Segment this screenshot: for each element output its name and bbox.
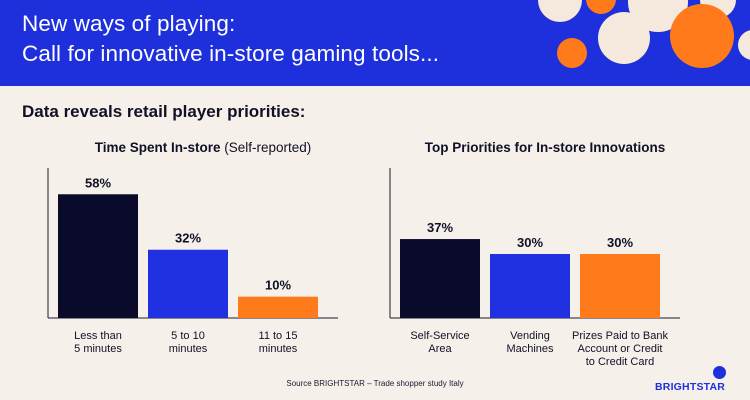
decorative-bubble <box>670 4 734 68</box>
section-subheading: Data reveals retail player priorities: <box>22 102 306 121</box>
bar <box>490 254 570 318</box>
header-banner: New ways of playing: Call for innovative… <box>0 0 750 86</box>
category-label: Prizes Paid to Bank <box>572 330 668 342</box>
category-label: Less than <box>74 330 122 342</box>
category-label: Machines <box>506 343 554 355</box>
decorative-bubble <box>557 38 587 68</box>
bar <box>400 239 480 318</box>
source-note: Source BRIGHTSTAR – Trade shopper study … <box>286 379 464 388</box>
chart-title-main: Top Priorities for In-store Innovations <box>424 140 666 155</box>
category-label: minutes <box>259 343 298 355</box>
category-label: Area <box>428 343 452 355</box>
decorative-bubble <box>598 12 650 64</box>
decorative-bubble <box>586 0 616 14</box>
chart-time-spent: Time Spent In-store (Self-reported) 58% L… <box>38 140 368 370</box>
bar-value-label: 37% <box>427 220 453 235</box>
chart-title-main: Time Spent In-store <box>94 140 221 155</box>
bar-value-label: 10% <box>265 278 291 293</box>
brightstar-mark-icon <box>713 366 726 379</box>
category-label: Self-Service <box>410 330 469 342</box>
bar <box>58 194 138 318</box>
bar-value-label: 32% <box>175 231 201 246</box>
category-label: 5 to 10 <box>171 330 205 342</box>
page-title: New ways of playing: Call for innovative… <box>22 9 439 69</box>
bar-value-label: 30% <box>607 235 633 250</box>
bar-value-label: 58% <box>85 175 111 190</box>
chart-title: Time Spent In-store (Self-reported) <box>38 140 368 155</box>
title-line-1: New ways of playing: <box>22 11 236 36</box>
bar <box>580 254 660 318</box>
decorative-bubble <box>538 0 582 22</box>
category-label: Account or Credit <box>578 343 663 355</box>
title-line-2: Call for innovative in-store gaming tool… <box>22 41 440 66</box>
chart-top-priorities: Top Priorities for In-store Innovations … <box>380 140 710 370</box>
decorative-bubble <box>738 30 750 60</box>
bar-value-label: 30% <box>517 235 543 250</box>
category-label: 11 to 15 <box>259 330 298 342</box>
category-label: to Credit Card <box>586 356 654 368</box>
category-label: minutes <box>169 343 208 355</box>
category-label: 5 minutes <box>74 343 122 355</box>
chart-title: Top Priorities for In-store Innovations <box>380 140 710 155</box>
bar <box>148 249 228 318</box>
category-label: Vending <box>510 330 550 342</box>
chart-title-suffix: (Self-reported) <box>224 140 312 155</box>
logo-text: BRIGHTSTAR <box>655 381 726 393</box>
bar <box>238 296 318 318</box>
brightstar-logo: BRIGHTSTAR <box>655 366 735 394</box>
